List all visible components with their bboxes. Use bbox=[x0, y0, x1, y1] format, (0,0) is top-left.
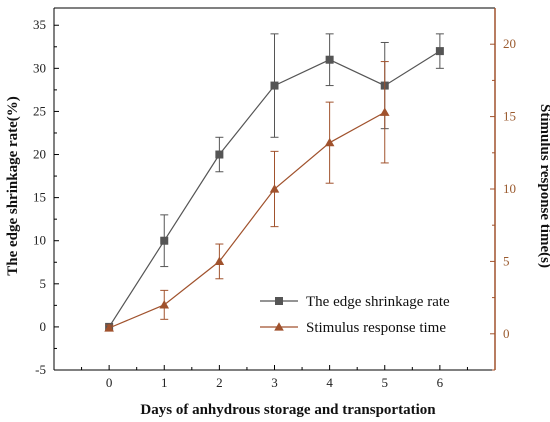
x-tick-label: 6 bbox=[437, 375, 444, 390]
data-point bbox=[435, 47, 444, 56]
data-point bbox=[214, 256, 225, 265]
data-point bbox=[269, 184, 280, 193]
data-point bbox=[379, 107, 390, 116]
y-left-tick-label: 30 bbox=[33, 60, 46, 75]
legend-item-2: Stimulus response time bbox=[260, 320, 446, 336]
x-axis: 0 1 2 3 4 5 6 bbox=[81, 365, 468, 390]
data-point bbox=[324, 137, 335, 147]
y-left-tick-label: -5 bbox=[35, 362, 46, 377]
y-left-tick-label: 25 bbox=[33, 103, 46, 118]
x-tick-label: 5 bbox=[382, 375, 389, 390]
legend: The edge shrinkage rate Stimulus response… bbox=[260, 294, 450, 336]
y-left-tick-label: 10 bbox=[33, 233, 46, 248]
legend-label: Stimulus response time bbox=[306, 320, 446, 336]
y-axis-left: -5 0 5 10 15 20 25 30 35 bbox=[33, 17, 59, 377]
x-axis-title: Days of anhydrous storage and transporta… bbox=[140, 402, 436, 418]
y-axis-right-title: Stimulus response time(s) bbox=[537, 104, 550, 268]
y-right-tick-label: 15 bbox=[503, 109, 516, 124]
data-point bbox=[104, 323, 114, 332]
data-point bbox=[325, 55, 334, 64]
legend-marker bbox=[274, 322, 284, 331]
x-tick-label: 4 bbox=[326, 375, 333, 390]
legend-label: The edge shrinkage rate bbox=[306, 294, 450, 310]
data-point bbox=[215, 150, 224, 159]
x-tick-label: 1 bbox=[161, 375, 168, 390]
y-left-tick-label: 20 bbox=[33, 147, 46, 162]
y-left-tick-label: 35 bbox=[33, 17, 46, 32]
series-layer bbox=[104, 33, 444, 332]
x-tick-label: 0 bbox=[106, 375, 113, 390]
legend-marker bbox=[275, 297, 283, 305]
y-axis-right: 0 5 10 15 20 bbox=[490, 36, 516, 371]
data-point bbox=[270, 81, 279, 90]
y-right-tick-label: 0 bbox=[503, 326, 510, 341]
data-point bbox=[160, 236, 169, 245]
y-left-tick-label: 15 bbox=[33, 190, 46, 205]
y-axis-left-title: The edge shrinkage rate(%) bbox=[5, 96, 21, 276]
y-left-tick-label: 0 bbox=[40, 319, 47, 334]
y-right-tick-label: 20 bbox=[503, 36, 516, 51]
series-2 bbox=[104, 61, 390, 332]
y-right-tick-label: 10 bbox=[503, 181, 516, 196]
y-left-tick-label: 5 bbox=[40, 276, 47, 291]
x-tick-label: 3 bbox=[271, 375, 278, 390]
data-point bbox=[159, 300, 170, 309]
x-tick-label: 2 bbox=[216, 375, 223, 390]
y-right-tick-label: 5 bbox=[503, 253, 510, 268]
legend-item-1: The edge shrinkage rate bbox=[260, 294, 450, 310]
series-line bbox=[108, 111, 386, 329]
